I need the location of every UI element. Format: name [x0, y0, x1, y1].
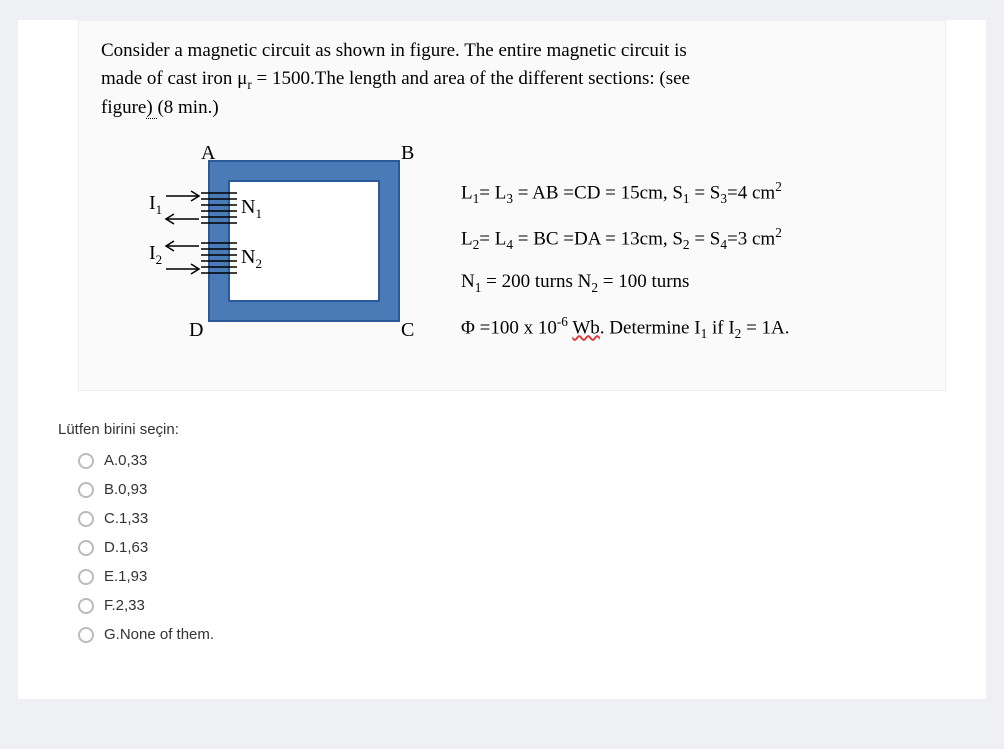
data-line2: L2= L4 = BC =DA = 13cm, S2 = S4=3 cm2	[461, 225, 923, 253]
radio-icon[interactable]	[78, 569, 94, 585]
radio-icon[interactable]	[78, 511, 94, 527]
question-card: Consider a magnetic circuit as shown in …	[78, 20, 946, 391]
option-d[interactable]: D.1,63	[58, 533, 986, 562]
data-line1: L1= L3 = AB =CD = 15cm, S1 = S3=4 cm2	[461, 179, 923, 207]
q-line3-post: (8 min.)	[157, 97, 218, 118]
answers-prompt: Lütfen birini seçin:	[58, 421, 986, 438]
option-label: G.None of them.	[104, 626, 214, 643]
option-f[interactable]: F.2,33	[58, 591, 986, 620]
q-line3-underline: )	[146, 97, 157, 119]
option-label: F.2,33	[104, 597, 145, 614]
radio-icon[interactable]	[78, 482, 94, 498]
option-c[interactable]: C.1,33	[58, 504, 986, 533]
arrows-i2	[166, 241, 199, 274]
label-b: B	[401, 142, 414, 164]
radio-icon[interactable]	[78, 627, 94, 643]
circuit-diagram: A B C D	[101, 141, 421, 351]
figure-row: A B C D	[101, 141, 923, 360]
data-line4: Φ =100 x 10-6 Wb. Determine I1 if I2 = 1…	[461, 314, 923, 342]
data-column: L1= L3 = AB =CD = 15cm, S1 = S3=4 cm2 L2…	[461, 141, 923, 360]
option-g[interactable]: G.None of them.	[58, 620, 986, 649]
arrows-i1	[166, 191, 199, 224]
option-label: A.0,33	[104, 452, 147, 469]
label-d: D	[189, 319, 203, 341]
option-label: D.1,63	[104, 539, 148, 556]
option-label: B.0,93	[104, 481, 147, 498]
option-a[interactable]: A.0,33	[58, 446, 986, 475]
radio-icon[interactable]	[78, 540, 94, 556]
label-c: C	[401, 319, 414, 341]
question-text: Consider a magnetic circuit as shown in …	[101, 37, 923, 121]
radio-icon[interactable]	[78, 453, 94, 469]
q-line2-post: = 1500.The length and area of the differ…	[252, 68, 690, 89]
q-line3-pre: figure	[101, 97, 146, 118]
option-b[interactable]: B.0,93	[58, 475, 986, 504]
option-label: E.1,93	[104, 568, 147, 585]
label-i1: I1	[149, 192, 162, 217]
page: Consider a magnetic circuit as shown in …	[18, 20, 986, 699]
answers-block: Lütfen birini seçin: A.0,33 B.0,93 C.1,3…	[18, 421, 986, 649]
q-line2-pre: made of cast iron μ	[101, 68, 247, 89]
option-label: C.1,33	[104, 510, 148, 527]
q-line1: Consider a magnetic circuit as shown in …	[101, 40, 687, 61]
data-line3: N1 = 200 turns N2 = 100 turns	[461, 271, 923, 296]
option-e[interactable]: E.1,93	[58, 562, 986, 591]
radio-icon[interactable]	[78, 598, 94, 614]
label-i2: I2	[149, 242, 162, 267]
